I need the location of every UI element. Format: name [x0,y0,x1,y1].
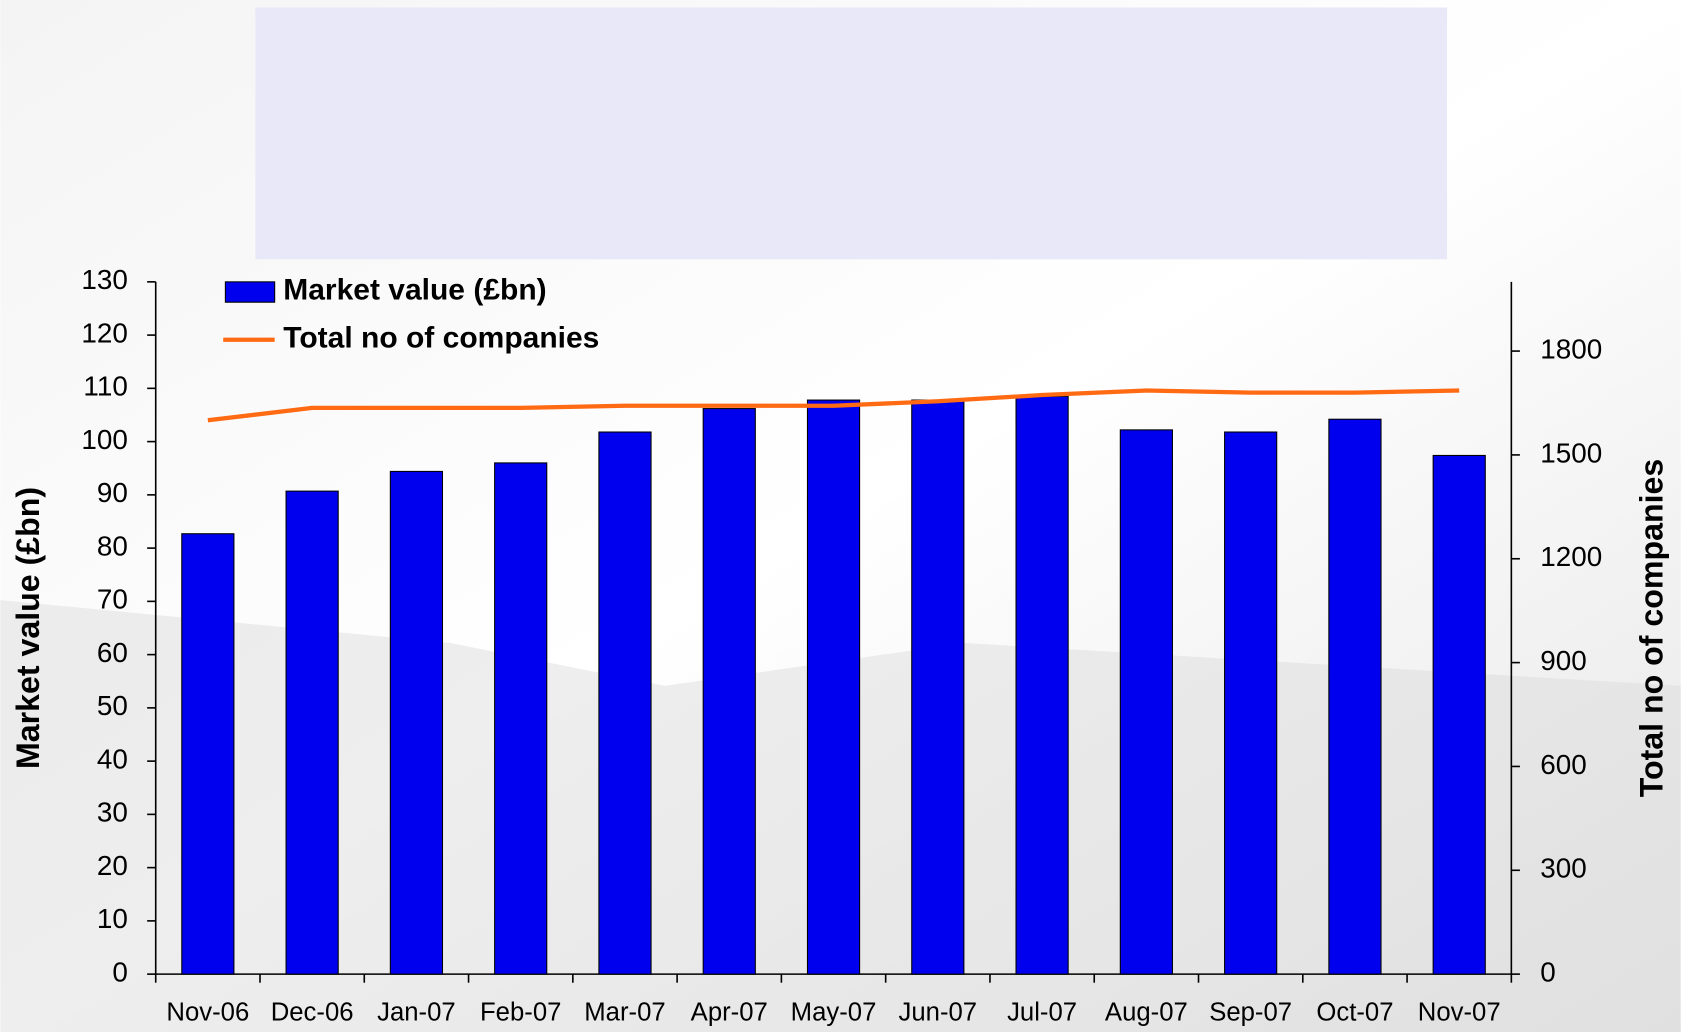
y2-tick-label: 1200 [1540,541,1602,572]
x-tick-label: Jan-07 [377,999,456,1027]
y-tick-label: 90 [97,477,128,508]
y-tick-label: 100 [81,424,127,455]
bar [703,409,755,975]
legend-label: Market value (£bn) [283,273,546,306]
y2-tick-label: 1500 [1540,437,1602,468]
y-tick-label: 60 [97,637,128,668]
y-tick-label: 0 [112,956,128,987]
bar [495,463,547,974]
y-tick-label: 120 [81,317,127,348]
x-tick-label: Jul-07 [1007,999,1077,1027]
bar [390,471,442,974]
y2-axis-title: Total no of companies [1633,459,1669,798]
bar [182,534,234,974]
y2-tick-label: 600 [1540,749,1586,780]
bar [912,400,964,974]
bar [1225,432,1277,974]
x-tick-label: Nov-07 [1418,999,1501,1027]
y-tick-label: 110 [83,371,127,402]
x-tick-label: Mar-07 [584,999,665,1027]
x-tick-label: Dec-06 [271,999,354,1027]
y-tick-label: 70 [97,584,128,615]
title-box [255,8,1447,260]
x-tick-label: Nov-06 [166,999,249,1027]
x-tick-label: Apr-07 [691,999,768,1027]
y-tick-label: 80 [97,530,128,561]
y2-tick-label: 1800 [1540,333,1602,364]
bar [286,491,338,974]
x-tick-label: Oct-07 [1316,999,1393,1027]
y-axis-title: Market value (£bn) [10,487,46,769]
x-tick-label: Feb-07 [480,999,561,1027]
bar [1329,419,1381,974]
bar [599,432,651,974]
bar [1433,455,1485,974]
bar [1120,430,1172,974]
x-tick-label: Aug-07 [1105,999,1188,1027]
y2-tick-label: 900 [1540,645,1586,676]
y-tick-label: 50 [97,690,128,721]
y-tick-label: 30 [97,797,128,828]
y-tick-label: 130 [81,264,127,295]
x-tick-label: Jun-07 [899,999,978,1027]
bar [1016,396,1068,974]
y2-tick-label: 300 [1540,853,1586,884]
chart: 0 10 20 30 40 50 60 70 80 90 100 110 120 130 0 300 600 90… [0,0,1681,1032]
y2-tick-label: 0 [1540,956,1555,987]
y-tick-label: 20 [97,850,128,881]
bar [807,400,859,974]
x-tick-label: May-07 [791,999,877,1027]
x-tick-label: Sep-07 [1209,999,1292,1027]
y-tick-label: 10 [97,903,128,934]
legend-swatch [225,282,274,302]
y-tick-label: 40 [97,743,128,774]
legend-label: Total no of companies [283,322,599,355]
